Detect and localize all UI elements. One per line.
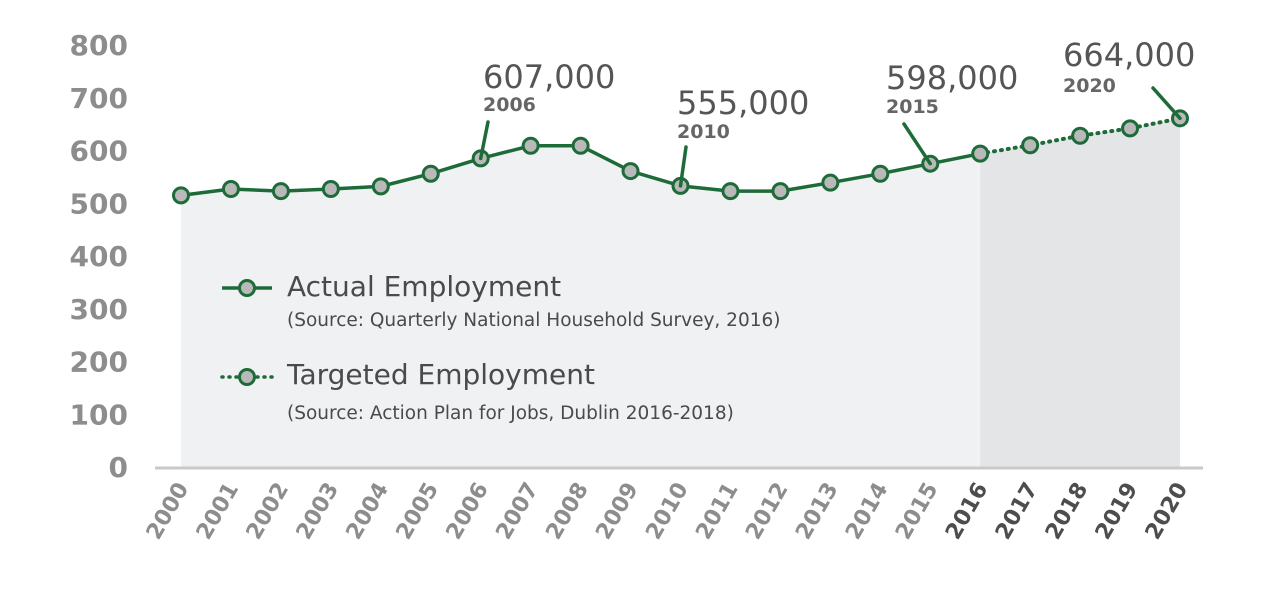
- x-tick-label: 2002: [242, 479, 294, 545]
- annotation-value-label: 664,000: [1063, 36, 1195, 74]
- annotation-value-label: 598,000: [886, 59, 1018, 97]
- x-tick-label: 2017: [991, 479, 1043, 545]
- annotation-leader-line: [902, 122, 932, 166]
- x-axis-ticks: 2000200120022003200420052006200720082009…: [142, 478, 1193, 544]
- legend-swatch-actual-marker: [238, 279, 256, 297]
- series-markers: [172, 109, 1189, 205]
- legend-targeted-label: Targeted Employment: [286, 358, 595, 391]
- annotation-leader-line: [478, 120, 490, 161]
- annotation-value-label: 607,000: [483, 58, 615, 96]
- x-tick-label: 2001: [192, 479, 244, 545]
- plot-areas: [181, 118, 1180, 467]
- x-tick-label: 2010: [641, 479, 693, 545]
- actual-data-point: [721, 182, 740, 201]
- x-tick-label: 2009: [591, 479, 643, 545]
- x-tick-label: 2003: [292, 479, 344, 545]
- actual-data-point: [571, 136, 590, 155]
- x-tick-label: 2004: [342, 479, 394, 545]
- actual-data-point: [321, 180, 340, 199]
- annotation-year-label: 2006: [483, 94, 536, 116]
- target-period-area: [980, 118, 1180, 467]
- y-tick-label: 700: [70, 82, 128, 115]
- targeted-data-point: [1071, 126, 1090, 145]
- x-tick-label: 2014: [841, 479, 893, 545]
- y-tick-label: 400: [70, 240, 128, 273]
- y-tick-label: 500: [70, 187, 128, 220]
- x-tick-label: 2013: [791, 479, 843, 545]
- legend-actual-label: Actual Employment: [287, 270, 561, 303]
- x-tick-label: 2018: [1041, 479, 1093, 545]
- x-tick-label: 2019: [1091, 479, 1143, 545]
- y-tick-label: 0: [109, 451, 128, 484]
- y-tick-label: 100: [70, 398, 128, 431]
- legend-swatch-targeted-marker: [238, 368, 256, 386]
- legend-actual-source: (Source: Quarterly National Household Su…: [287, 310, 780, 331]
- annotation-leader-line: [1151, 86, 1182, 121]
- annotation-year-label: 2010: [677, 121, 730, 143]
- targeted-data-point: [1121, 119, 1140, 138]
- x-tick-label: 2008: [542, 479, 594, 545]
- legend: Actual Employment (Source: Quarterly Nat…: [220, 270, 780, 424]
- actual-data-point: [172, 186, 190, 205]
- actual-period-area: [181, 145, 981, 467]
- actual-data-point: [821, 173, 840, 192]
- x-tick-label: 2015: [891, 479, 943, 545]
- legend-item-targeted: Targeted Employment (Source: Action Plan…: [220, 358, 734, 424]
- actual-data-point: [871, 164, 890, 183]
- legend-item-actual: Actual Employment (Source: Quarterly Nat…: [222, 270, 780, 331]
- x-tick-label: 2007: [492, 479, 544, 545]
- actual-data-point: [621, 162, 640, 181]
- targeted-employment-line: [978, 116, 1182, 156]
- x-tick-label: 2016: [941, 478, 993, 544]
- y-axis-ticks: 0 100 200 300 400 500 600 700 800: [70, 29, 128, 484]
- actual-data-point: [521, 136, 540, 155]
- actual-data-point: [421, 164, 440, 183]
- legend-targeted-source: (Source: Action Plan for Jobs, Dublin 20…: [287, 403, 734, 424]
- y-tick-label: 600: [70, 135, 128, 168]
- actual-data-point: [221, 180, 240, 199]
- targeted-data-point: [1021, 136, 1040, 155]
- x-tick-label: 2012: [741, 479, 793, 545]
- actual-data-point: [271, 182, 290, 201]
- annotation-value-label: 555,000: [677, 84, 809, 122]
- x-tick-label: 2006: [442, 479, 494, 545]
- annotation-year-label: 2015: [886, 96, 939, 118]
- actual-data-point: [771, 182, 790, 201]
- y-tick-label: 800: [70, 29, 128, 62]
- actual-data-point: [971, 144, 990, 163]
- x-tick-label: 2020: [1141, 479, 1193, 545]
- y-tick-label: 200: [70, 346, 128, 379]
- actual-data-point: [371, 177, 390, 196]
- x-tick-label: 2005: [392, 479, 444, 545]
- annotation-leader-line: [678, 145, 688, 188]
- annotation-year-label: 2020: [1063, 75, 1116, 97]
- y-tick-label: 300: [70, 293, 128, 326]
- x-tick-label: 2011: [691, 479, 743, 545]
- x-tick-label: 2000: [142, 479, 194, 545]
